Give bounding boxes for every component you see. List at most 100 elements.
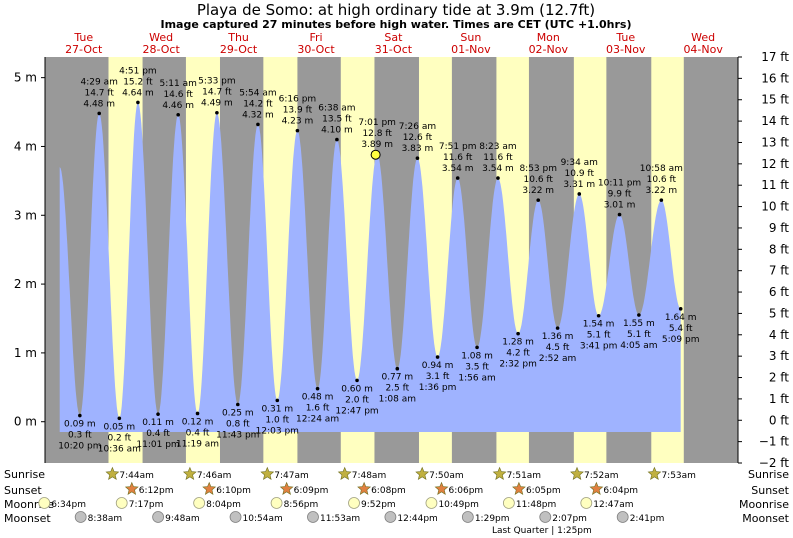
high-tide-m: 3.54 m xyxy=(482,164,514,174)
sunset-time: 6:08pm xyxy=(371,486,406,496)
low-tide-ft: 1.0 ft xyxy=(265,415,289,425)
high-tide-ft: 12.8 ft xyxy=(362,129,392,139)
low-tide-m: 1.28 m xyxy=(502,338,534,348)
sunrise-time: 7:52am xyxy=(584,471,619,481)
moonrise-icon xyxy=(502,497,515,509)
high-tide-time: 5:33 pm xyxy=(198,77,236,87)
high-tide-time: 5:11 am xyxy=(160,79,197,89)
sunset-label-right: Sunset xyxy=(751,484,789,497)
right-tick-label: 1 ft xyxy=(769,392,789,406)
day-date-label: 28-Oct xyxy=(142,43,180,56)
moonrise-time: 9:52pm xyxy=(361,500,396,510)
moonset-icon xyxy=(74,511,87,523)
sunset-time: 6:12pm xyxy=(139,486,174,496)
day-name-label: Thu xyxy=(227,31,249,44)
low-tide-ft: 1.6 ft xyxy=(306,404,330,414)
low-tide-point xyxy=(637,313,641,317)
sunset-icon xyxy=(512,481,526,495)
right-tick-label: 8 ft xyxy=(769,242,789,256)
low-tide-ft: 2.5 ft xyxy=(385,384,409,394)
sunset-time: 6:06pm xyxy=(449,486,484,496)
low-tide-point xyxy=(78,413,82,418)
high-tide-time: 4:29 am xyxy=(81,77,118,87)
moonrise-time: 7:17pm xyxy=(129,500,164,510)
high-tide-ft: 14.7 ft xyxy=(84,88,114,98)
high-tide-point xyxy=(295,128,300,133)
low-tide-ft: 0.3 ft xyxy=(68,431,92,441)
current-tide-marker xyxy=(370,149,381,160)
day-name-label: Tue xyxy=(615,31,635,44)
moonset-label-left: Moonset xyxy=(4,512,51,525)
high-tide-ft: 10.9 ft xyxy=(565,169,595,179)
low-tide-m: 0.48 m xyxy=(302,393,334,403)
sunrise-time: 7:47am xyxy=(274,471,309,481)
high-tide-ft: 9.9 ft xyxy=(608,190,632,200)
left-tick-label: 3 m xyxy=(14,208,37,222)
right-tick-label: 5 ft xyxy=(769,306,789,320)
low-tide-time: 10:20 pm xyxy=(58,442,101,452)
low-tide-point xyxy=(236,402,240,407)
high-tide-point xyxy=(455,176,460,180)
low-tide-ft: 0.4 ft xyxy=(146,429,170,439)
low-tide-time: 5:09 pm xyxy=(662,335,700,345)
high-tide-time: 7:01 pm xyxy=(358,118,396,128)
right-tick-label: 9 ft xyxy=(769,221,789,235)
right-tick-label: 16 ft xyxy=(761,71,789,85)
low-tide-time: 1:56 am xyxy=(458,373,495,383)
right-tick-label: 4 ft xyxy=(769,328,789,342)
high-tide-point xyxy=(617,212,622,217)
high-tide-time: 10:11 pm xyxy=(598,179,641,189)
right-tick-label: 2 ft xyxy=(769,371,789,385)
low-tide-m: 1.64 m xyxy=(665,313,697,323)
moonset-time: 10:54am xyxy=(243,514,283,524)
sunrise-icon xyxy=(415,466,430,480)
sunset-time: 6:05pm xyxy=(526,486,561,496)
moonset-label-right: Moonset xyxy=(742,512,789,525)
sunrise-icon xyxy=(337,466,352,480)
moonrise-time: 10:49pm xyxy=(438,500,478,510)
left-tick-label: 2 m xyxy=(14,277,37,291)
high-tide-point xyxy=(536,198,541,202)
high-tide-ft: 13.9 ft xyxy=(283,106,313,116)
right-axis-ft: −2 ft −1 ft 0 ft 1 ft 2 ft 3 ft 4 ft 5 ft 6 ft 7 … xyxy=(737,50,790,470)
moonset-time: 12:44pm xyxy=(397,514,437,524)
high-tide-time: 7:26 am xyxy=(399,122,436,132)
moonrise-icon xyxy=(270,497,283,509)
low-tide-time: 12:47 pm xyxy=(335,406,378,416)
moonrise-time: 6:34pm xyxy=(51,500,86,510)
sunrise-time: 7:46am xyxy=(197,471,232,481)
sunrise-label-left: Sunrise xyxy=(4,468,45,481)
high-tide-point xyxy=(496,176,500,180)
moonrise-time: 8:04pm xyxy=(206,500,241,510)
right-tick-label: 17 ft xyxy=(761,50,789,64)
high-tide-point xyxy=(215,110,219,115)
moonrise-time: 8:56pm xyxy=(284,500,319,510)
plot-area xyxy=(45,57,738,463)
high-tide-time: 6:38 am xyxy=(318,104,355,114)
moonset-icon xyxy=(307,511,319,523)
day-name-label: Mon xyxy=(537,31,560,44)
astro-rows: Sunrise Sunset Moonrise Moonset Sunrise … xyxy=(4,466,790,536)
high-tide-ft: 14.7 ft xyxy=(202,88,232,98)
high-tide-point xyxy=(659,198,664,202)
low-tide-point xyxy=(275,398,280,403)
low-tide-m: 1.54 m xyxy=(583,320,615,330)
sunset-time: 6:09pm xyxy=(294,486,329,496)
low-tide-m: 0.25 m xyxy=(222,409,254,419)
low-tide-time: 11:43 pm xyxy=(216,431,259,441)
sunrise-time: 7:50am xyxy=(429,471,464,481)
low-tide-m: 0.77 m xyxy=(381,373,413,383)
sunrise-icon xyxy=(182,466,197,480)
right-tick-label: −2 ft xyxy=(759,456,790,470)
low-tide-m: 1.55 m xyxy=(623,319,655,329)
moonrise-time: 12:47am xyxy=(593,500,633,510)
moonrise-icon xyxy=(38,497,51,509)
high-tide-time: 8:53 pm xyxy=(519,164,557,174)
sunset-time: 6:04pm xyxy=(603,486,638,496)
high-tide-time: 5:54 am xyxy=(239,88,276,98)
moonrise-icon xyxy=(115,497,128,509)
moon-phase-label: Last Quarter | 1:25pm xyxy=(492,526,592,536)
sunrise-icon xyxy=(260,466,275,480)
